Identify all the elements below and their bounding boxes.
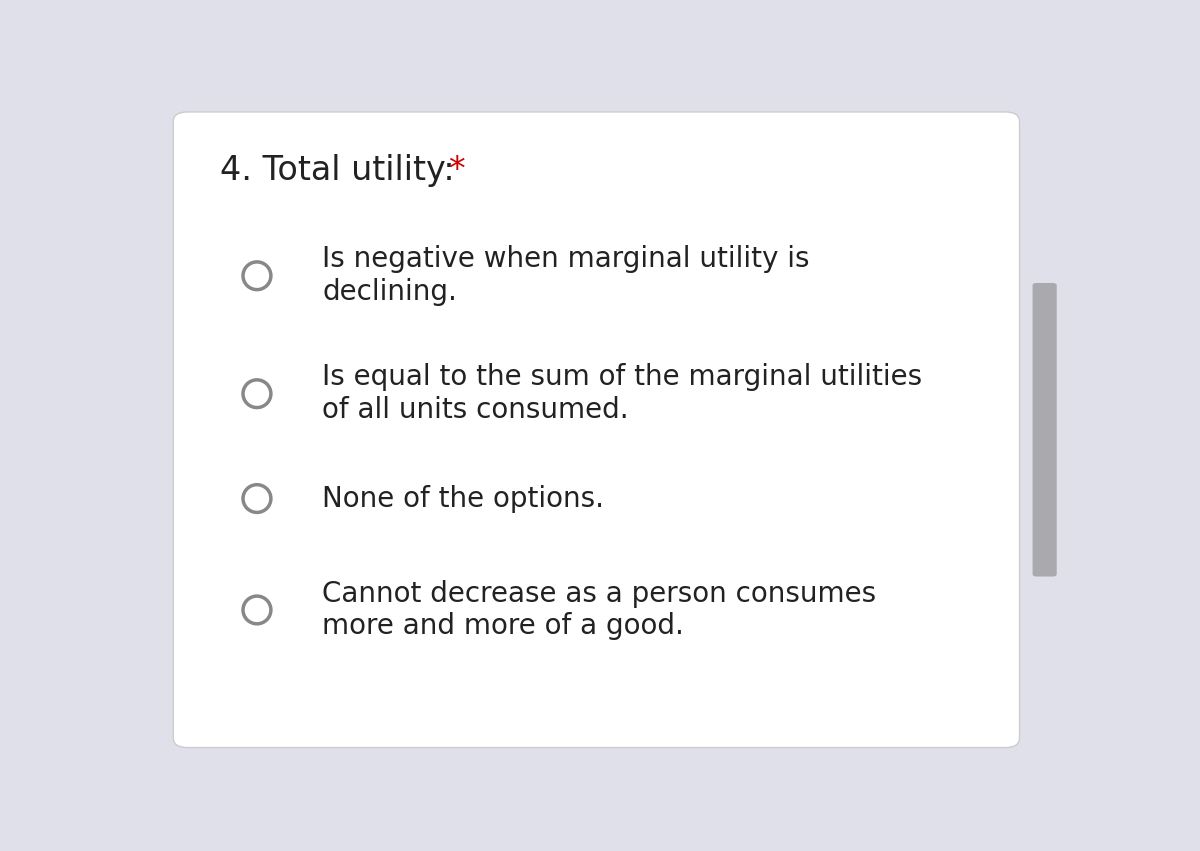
Text: *: * [448,154,464,187]
FancyBboxPatch shape [1032,283,1057,576]
FancyBboxPatch shape [173,112,1020,747]
Text: declining.: declining. [322,278,457,306]
Text: 4. Total utility:: 4. Total utility: [220,154,466,187]
Text: Cannot decrease as a person consumes: Cannot decrease as a person consumes [322,580,876,608]
Ellipse shape [242,596,271,624]
Text: Is equal to the sum of the marginal utilities: Is equal to the sum of the marginal util… [322,363,922,391]
Text: of all units consumed.: of all units consumed. [322,396,629,424]
Text: None of the options.: None of the options. [322,484,604,512]
Ellipse shape [242,262,271,289]
Ellipse shape [242,485,271,512]
Text: more and more of a good.: more and more of a good. [322,613,684,640]
Ellipse shape [242,380,271,408]
Text: Is negative when marginal utility is: Is negative when marginal utility is [322,245,810,273]
